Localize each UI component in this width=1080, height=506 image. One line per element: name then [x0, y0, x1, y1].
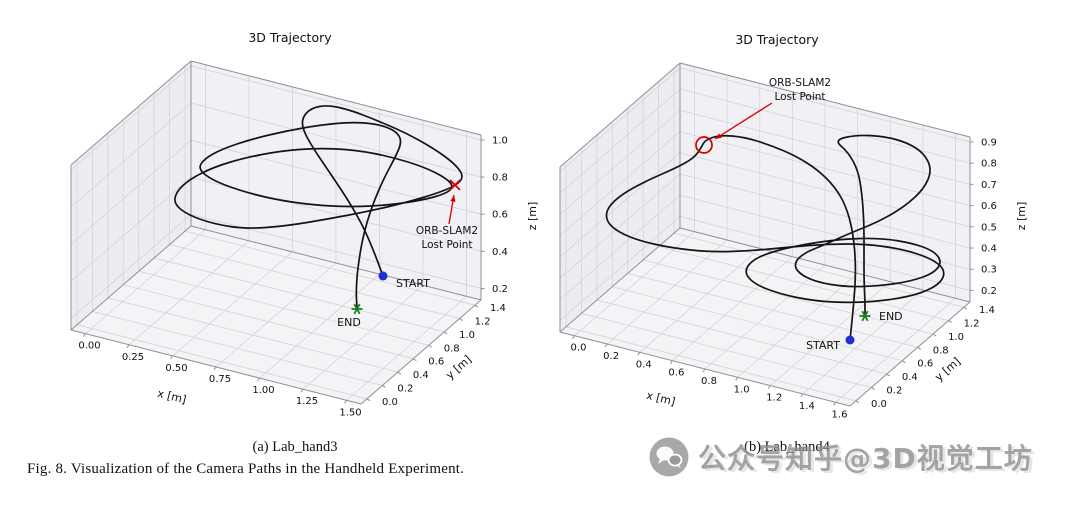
start-label: START [396, 277, 430, 290]
y-tick-label: 1.0 [948, 332, 964, 343]
z-tick-label: 0.9 [981, 137, 997, 148]
pane-left [71, 61, 191, 330]
subcaption-a: (a) Lab_hand3 [252, 439, 338, 455]
y-tick-label: 0.2 [397, 383, 413, 394]
y-tick-label: 1.2 [964, 319, 980, 330]
lost-point-arrow [714, 102, 773, 140]
y-tick-label: 1.2 [475, 317, 491, 328]
end-marker [861, 310, 869, 322]
y-tick-label: 0.0 [871, 399, 887, 410]
y-axis-label: y [m] [932, 355, 963, 384]
x-tick-label: 0.25 [122, 352, 144, 363]
figure-caption: Fig. 8. Visualization of the Camera Path… [27, 461, 465, 477]
z-tick-label: 0.5 [981, 222, 997, 233]
lost-point-annotation: Lost Point [421, 239, 472, 251]
x-tick-label: 1.6 [832, 409, 848, 420]
y-tick-label: 1.4 [979, 305, 995, 316]
end-marker [353, 303, 361, 315]
camera-trajectory-path [605, 134, 945, 341]
lost-point-annotation: ORB-SLAM2 [769, 77, 831, 89]
x-tick-label: 0.00 [78, 341, 100, 352]
x-tick-label: 0.0 [571, 343, 587, 354]
y-tick-label: 0.0 [382, 397, 398, 408]
y-tick-label: 1.0 [459, 330, 475, 341]
y-tick-label: 0.4 [902, 372, 918, 383]
arrow-head [450, 195, 456, 202]
lost-point-marker [695, 136, 713, 154]
camera-trajectory-path [174, 105, 463, 310]
x-tick-label: 1.2 [766, 393, 782, 404]
end-label: END [337, 316, 361, 329]
y-tick-label: 0.2 [886, 385, 902, 396]
x-axis-label: x [m] [156, 387, 188, 407]
y-tick-label: 0.4 [413, 370, 429, 381]
x-tick-label: 0.8 [701, 376, 717, 387]
y-tick-label: 0.6 [917, 359, 933, 370]
trajectory-plot-b: 0.00.20.40.60.81.01.21.41.60.00.20.40.60… [559, 32, 1028, 420]
x-tick-label: 0.4 [636, 359, 652, 370]
z-tick-label: 0.8 [981, 159, 997, 170]
z-tick-label: 0.6 [981, 201, 997, 212]
z-tick-label: 0.6 [492, 210, 508, 221]
lost-point-annotation: ORB-SLAM2 [416, 225, 478, 237]
x-tick-label: 1.0 [734, 384, 750, 395]
lost-point-marker [449, 179, 461, 191]
x-tick-label: 0.75 [209, 374, 231, 385]
z-tick-label: 0.7 [981, 180, 997, 191]
z-tick-label: 0.2 [492, 284, 508, 295]
y-tick-label: 0.8 [933, 345, 949, 356]
y-tick-label: 0.6 [428, 357, 444, 368]
trajectory-plot-a: 0.000.250.500.751.001.251.500.00.20.40.6… [70, 30, 539, 418]
z-tick-label: 1.0 [492, 135, 508, 146]
z-tick-label: 0.4 [981, 244, 997, 255]
x-tick-label: 0.2 [603, 351, 619, 362]
z-tick-label: 0.2 [981, 286, 997, 297]
plot-title: 3D Trajectory [248, 30, 332, 45]
x-tick-label: 1.25 [296, 396, 318, 407]
y-tick-label: 0.8 [444, 343, 460, 354]
z-axis-label: z [m] [526, 202, 539, 231]
x-tick-label: 0.50 [165, 363, 187, 374]
pane-left [560, 63, 680, 332]
x-tick-label: 1.00 [252, 385, 274, 396]
start-marker [845, 335, 855, 345]
start-marker [378, 271, 388, 281]
y-axis-label: y [m] [443, 353, 474, 382]
x-tick-label: 0.6 [668, 368, 684, 379]
y-tick-label: 1.4 [490, 303, 506, 314]
z-tick-label: 0.8 [492, 173, 508, 184]
start-label: START [806, 339, 840, 352]
plot-title: 3D Trajectory [735, 32, 819, 47]
z-tick-label: 0.4 [492, 247, 508, 258]
lost-point-annotation: Lost Point [774, 91, 825, 103]
z-tick-label: 0.3 [981, 265, 997, 276]
x-axis-label: x [m] [645, 389, 677, 409]
z-axis-label: z [m] [1015, 202, 1028, 231]
subcaption-b: (b) Lab_hand4 [744, 439, 830, 455]
end-label: END [879, 310, 903, 323]
x-tick-label: 1.4 [799, 401, 815, 412]
arrow-head [715, 133, 722, 139]
x-tick-label: 1.50 [339, 407, 361, 418]
